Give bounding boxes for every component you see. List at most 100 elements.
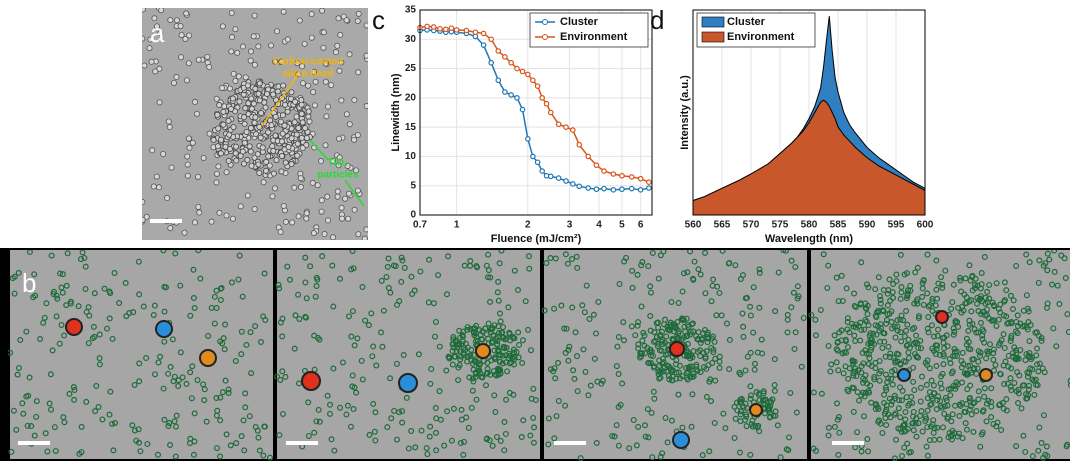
particle: [1054, 282, 1061, 289]
particle: [954, 353, 961, 360]
particle: [305, 82, 312, 89]
particle: [106, 315, 113, 322]
point: [585, 185, 591, 191]
particle: [63, 302, 70, 309]
particle: [234, 49, 241, 56]
particle: [630, 416, 637, 423]
particle: [966, 321, 973, 328]
particle: [719, 250, 726, 254]
particle: [787, 389, 794, 396]
particle: [233, 440, 240, 447]
particle: [555, 359, 562, 366]
particle: [990, 317, 997, 324]
particle: [236, 252, 243, 259]
particle: [351, 136, 358, 143]
particle: [324, 193, 331, 200]
particle: [149, 147, 156, 154]
particle: [997, 301, 1004, 308]
particle: [894, 317, 901, 324]
particle: [657, 374, 664, 381]
particle: [20, 410, 27, 417]
particle: [737, 398, 744, 405]
particle: [947, 392, 954, 399]
particle: [446, 355, 453, 362]
particle: [990, 350, 997, 357]
particle: [187, 312, 194, 319]
legend-swatch: [701, 31, 725, 43]
particle: [284, 263, 291, 270]
particle: [252, 323, 259, 330]
particle: [976, 296, 983, 303]
particle: [238, 328, 245, 335]
particle: [277, 118, 284, 125]
particle: [255, 161, 262, 168]
particle: [666, 376, 673, 383]
particle: [941, 410, 948, 417]
y-axis-label: Linewidth (nm): [390, 73, 402, 152]
particle: [272, 113, 279, 120]
particle: [288, 135, 295, 142]
particle: [313, 418, 320, 425]
particle: [812, 447, 819, 454]
particle: [868, 363, 875, 370]
particle: [903, 394, 910, 401]
point: [514, 95, 520, 101]
particle: [792, 263, 799, 270]
particle: [587, 382, 594, 389]
particle: [251, 61, 258, 68]
particle: [167, 225, 174, 232]
particle: [435, 272, 442, 279]
particle: [155, 359, 162, 366]
particle: [861, 326, 868, 333]
particle: [204, 53, 211, 60]
particle: [1007, 383, 1014, 390]
particle: [635, 341, 642, 348]
particle: [977, 293, 984, 300]
particle: [285, 144, 292, 151]
particle: [933, 346, 940, 353]
particle: [298, 110, 305, 117]
particle: [303, 295, 310, 302]
particle: [696, 347, 703, 354]
particle: [488, 357, 495, 364]
particle: [942, 267, 949, 274]
particle: [966, 262, 973, 269]
particle: [221, 346, 228, 353]
point: [448, 25, 455, 31]
particle: [647, 352, 654, 359]
particle: [968, 297, 975, 304]
particle: [964, 386, 971, 393]
particle: [295, 213, 302, 220]
particle: [8, 448, 15, 455]
particle: [852, 303, 859, 310]
point: [637, 187, 644, 193]
point: [488, 59, 494, 66]
particle: [1023, 395, 1030, 402]
particle: [71, 386, 78, 393]
particle: [260, 452, 267, 459]
x-tick-label: 580: [801, 220, 818, 231]
particle: [969, 356, 976, 363]
particle: [85, 304, 92, 311]
particle: [895, 397, 902, 404]
particle: [875, 274, 882, 281]
particle: [398, 254, 405, 261]
particle: [650, 364, 657, 371]
particle: [993, 322, 1000, 329]
point: [424, 23, 430, 30]
point: [570, 181, 576, 187]
particle: [278, 138, 285, 145]
particle: [495, 329, 502, 336]
particle: [355, 10, 362, 17]
particle: [308, 11, 315, 18]
particle: [677, 375, 684, 382]
legend-swatch: [542, 19, 548, 25]
particle: [907, 282, 914, 289]
particle: [241, 139, 248, 146]
particle: [505, 355, 512, 362]
particle: [641, 342, 648, 349]
particle: [349, 308, 356, 315]
particle: [49, 347, 56, 354]
particle: [632, 332, 639, 339]
particle: [820, 251, 827, 258]
